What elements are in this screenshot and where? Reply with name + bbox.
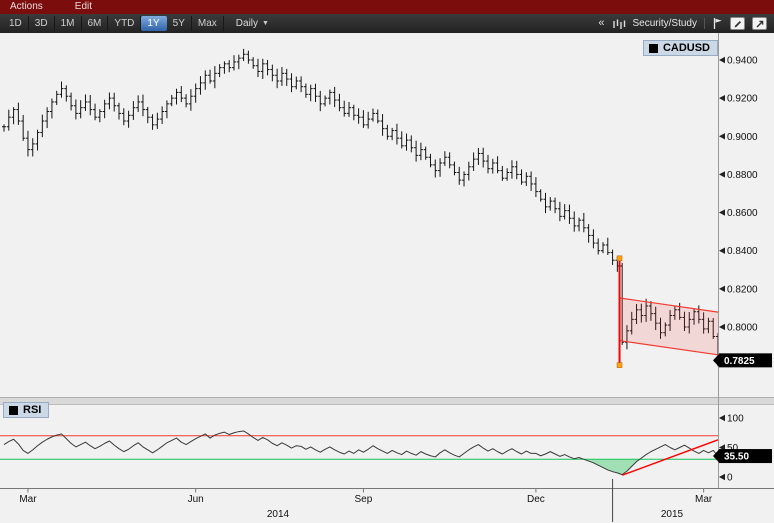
svg-text:35.50: 35.50 [724, 452, 749, 463]
svg-text:0.9400: 0.9400 [727, 56, 758, 67]
svg-text:0: 0 [727, 473, 733, 484]
svg-text:0.9000: 0.9000 [727, 132, 758, 143]
svg-text:0.8600: 0.8600 [727, 208, 758, 219]
expand-icon[interactable] [752, 17, 767, 30]
svg-text:0.8400: 0.8400 [727, 246, 758, 257]
chart-toolbar: 1D 3D 1M 6M YTD 1Y 5Y Max Daily ▼ « Security/St… [0, 14, 774, 33]
chart-svg[interactable]: 0.9400 0.9200 0.9000 0.8800 0.8600 0.8400 0.82… [0, 33, 774, 523]
range-button-1y[interactable]: 1Y [141, 16, 167, 31]
time-axis: Mar Jun Sep Dec Mar 2014 2015 [0, 479, 774, 522]
svg-text:2015: 2015 [661, 509, 684, 520]
svg-text:2014: 2014 [267, 509, 290, 520]
svg-text:0.7825: 0.7825 [724, 356, 755, 367]
rsi-swatch [9, 405, 18, 415]
price-annotations[interactable] [616, 255, 719, 368]
range-button-ytd[interactable]: YTD [108, 16, 142, 31]
svg-text:Jun: Jun [188, 494, 204, 505]
svg-text:Mar: Mar [19, 494, 37, 505]
rsi-trendline[interactable] [621, 439, 719, 476]
range-button-1d[interactable]: 1D [3, 16, 29, 31]
range-button-max[interactable]: Max [192, 16, 224, 31]
interval-dropdown[interactable]: Daily ▼ [230, 16, 275, 31]
collapse-panel-button[interactable]: « [598, 17, 605, 29]
range-button-3d[interactable]: 3D [29, 16, 55, 31]
toolbar-right-group: « Security/Study [598, 16, 771, 31]
range-button-1m[interactable]: 1M [55, 16, 82, 31]
price-legend[interactable]: CADUSD [642, 40, 718, 56]
security-study-button[interactable]: Security/Study [632, 18, 697, 29]
svg-text:100: 100 [727, 414, 744, 425]
svg-text:Dec: Dec [527, 494, 545, 505]
svg-text:0.8200: 0.8200 [727, 284, 758, 295]
range-button-group: 1D 3D 1M 6M YTD 1Y 5Y Max [3, 14, 224, 33]
price-axis: 0.9400 0.9200 0.9000 0.8800 0.8600 0.8400 0.82… [713, 33, 772, 488]
rsi-legend-label: RSI [23, 404, 42, 416]
price-legend-label: CADUSD [662, 42, 710, 54]
svg-text:0.9200: 0.9200 [727, 94, 758, 105]
annotate-pencil-icon[interactable] [730, 17, 745, 30]
rsi-panel [0, 430, 719, 476]
series-swatch [648, 43, 658, 53]
svg-text:Sep: Sep [354, 494, 372, 505]
chart-type-icon[interactable] [612, 18, 626, 30]
svg-text:0.8000: 0.8000 [727, 322, 758, 333]
interval-label: Daily [235, 18, 259, 29]
range-button-6m[interactable]: 6M [82, 16, 109, 31]
chart-canvas[interactable]: 0.9400 0.9200 0.9000 0.8800 0.8600 0.8400 0.82… [0, 33, 774, 523]
range-button-5y[interactable]: 5Y [167, 16, 192, 31]
svg-text:50: 50 [727, 443, 739, 454]
svg-text:Mar: Mar [695, 494, 713, 505]
toolbar-divider [704, 18, 705, 29]
svg-text:0.8800: 0.8800 [727, 170, 758, 181]
flag-icon[interactable] [712, 17, 723, 30]
menu-edit[interactable]: Edit [74, 1, 93, 12]
chevron-down-icon: ▼ [262, 20, 269, 27]
rsi-legend[interactable]: RSI [3, 402, 50, 418]
menu-bar: Actions Edit [0, 0, 774, 14]
menu-actions[interactable]: Actions [10, 1, 43, 12]
